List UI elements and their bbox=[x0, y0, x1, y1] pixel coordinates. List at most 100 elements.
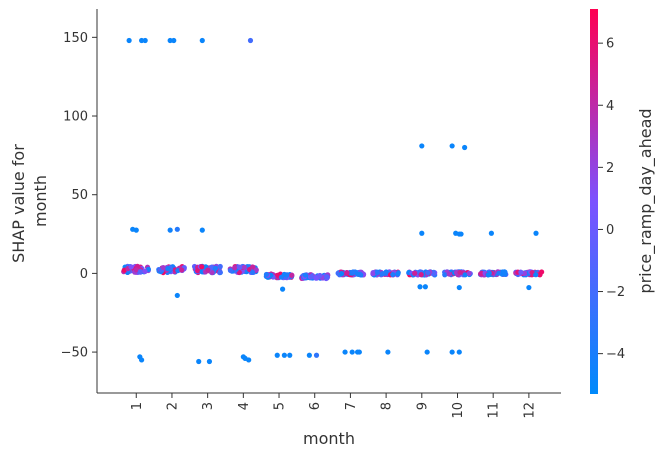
data-point bbox=[227, 267, 234, 274]
data-point bbox=[313, 275, 319, 281]
data-point bbox=[179, 267, 185, 273]
outlier-point bbox=[196, 358, 202, 365]
data-point bbox=[355, 271, 361, 277]
data-point bbox=[395, 271, 401, 277]
data-point bbox=[236, 264, 242, 270]
data-point bbox=[539, 269, 545, 275]
outlier-point bbox=[419, 230, 425, 236]
data-point bbox=[344, 270, 350, 276]
data-point bbox=[253, 267, 259, 273]
data-point bbox=[212, 265, 219, 271]
outlier-point bbox=[419, 143, 425, 149]
data-point bbox=[289, 272, 295, 278]
colorbar-tick-label: 2 bbox=[606, 161, 614, 176]
outlier-point bbox=[456, 349, 462, 355]
data-point bbox=[485, 272, 491, 278]
data-point bbox=[217, 263, 223, 270]
y-axis-title-line-1: SHAP value for bbox=[9, 144, 28, 263]
outlier-point bbox=[306, 352, 312, 358]
data-point bbox=[518, 269, 524, 275]
outlier-point bbox=[171, 37, 177, 44]
x-tick-label: 7 bbox=[344, 402, 359, 410]
x-tick-label: 9 bbox=[415, 402, 430, 410]
axes-layer bbox=[96, 9, 561, 394]
x-tick-label: 2 bbox=[165, 402, 180, 410]
colorbar-tick-label: −4 bbox=[606, 347, 625, 362]
data-point bbox=[379, 271, 386, 277]
data-point bbox=[466, 270, 472, 276]
data-point bbox=[195, 268, 201, 274]
outlier-point bbox=[424, 349, 430, 355]
y-axis-title: SHAP value for month bbox=[9, 139, 50, 263]
data-point bbox=[533, 272, 539, 278]
colorbar-tick-label: −2 bbox=[606, 285, 625, 300]
data-point bbox=[302, 272, 309, 278]
data-point bbox=[462, 272, 468, 278]
x-tick-label: 6 bbox=[308, 402, 323, 410]
outlier-point bbox=[174, 226, 180, 232]
x-axis-title: month bbox=[303, 429, 355, 448]
data-point bbox=[457, 269, 463, 275]
outlier-point bbox=[274, 352, 280, 358]
x-ticks: 1 2 3 4 5 6 7 8 9 10 11 12 bbox=[130, 393, 537, 419]
points-layer bbox=[121, 37, 545, 365]
outlier-point bbox=[456, 231, 462, 237]
outlier-point bbox=[199, 227, 205, 233]
outlier-point bbox=[449, 349, 455, 355]
data-point bbox=[501, 269, 508, 275]
x-tick-label: 8 bbox=[380, 402, 395, 410]
x-tick-label: 10 bbox=[451, 402, 466, 419]
data-point bbox=[137, 269, 144, 275]
data-point bbox=[160, 264, 166, 271]
outlier-point bbox=[356, 349, 362, 355]
outlier-point bbox=[139, 357, 145, 363]
data-point bbox=[374, 270, 381, 276]
data-point bbox=[412, 270, 418, 276]
colorbar-tick-label: 6 bbox=[606, 37, 614, 52]
data-point bbox=[263, 271, 270, 278]
y-ticks: −50 0 50 100 150 bbox=[61, 31, 97, 361]
outlier-point bbox=[422, 284, 428, 290]
data-point bbox=[278, 274, 285, 280]
data-point bbox=[446, 271, 452, 277]
outlier-point bbox=[349, 349, 355, 355]
data-point bbox=[205, 267, 211, 273]
x-tick-label: 4 bbox=[237, 402, 252, 410]
colorbar-label: price_ramp_day_ahead bbox=[636, 108, 656, 293]
data-point bbox=[442, 272, 448, 278]
x-tick-label: 5 bbox=[273, 402, 288, 410]
outlier-point bbox=[385, 349, 391, 355]
colorbar-tick-label: 4 bbox=[606, 99, 614, 114]
data-point bbox=[128, 264, 134, 270]
y-tick-label: 100 bbox=[63, 110, 88, 125]
outlier-point bbox=[342, 349, 348, 355]
x-tick-label: 12 bbox=[522, 402, 537, 419]
colorbar-tick-label: 0 bbox=[606, 223, 614, 238]
data-point bbox=[249, 264, 256, 270]
x-tick-label: 11 bbox=[487, 402, 502, 419]
data-point bbox=[338, 271, 345, 277]
outlier-point bbox=[167, 37, 173, 44]
outlier-point bbox=[199, 37, 205, 44]
data-point bbox=[324, 274, 330, 280]
y-tick-label: −50 bbox=[61, 346, 88, 361]
data-point bbox=[317, 272, 323, 279]
data-point bbox=[308, 273, 315, 280]
data-point bbox=[249, 269, 256, 276]
data-point bbox=[496, 270, 502, 276]
outlier-point bbox=[456, 284, 462, 291]
data-point bbox=[199, 264, 205, 270]
outlier-point bbox=[246, 357, 252, 363]
data-point bbox=[350, 269, 356, 275]
outlier-point bbox=[449, 143, 455, 149]
outlier-point bbox=[417, 284, 423, 290]
colorbar-ticks: −4 −2 0 2 4 6 bbox=[598, 37, 625, 362]
data-point bbox=[232, 265, 238, 271]
outlier-point bbox=[533, 230, 539, 236]
outlier-point bbox=[281, 352, 287, 358]
outlier-point bbox=[526, 284, 532, 291]
x-tick-label: 3 bbox=[201, 402, 216, 410]
outlier-point bbox=[139, 37, 145, 44]
data-point bbox=[425, 270, 431, 276]
data-point bbox=[390, 271, 396, 278]
